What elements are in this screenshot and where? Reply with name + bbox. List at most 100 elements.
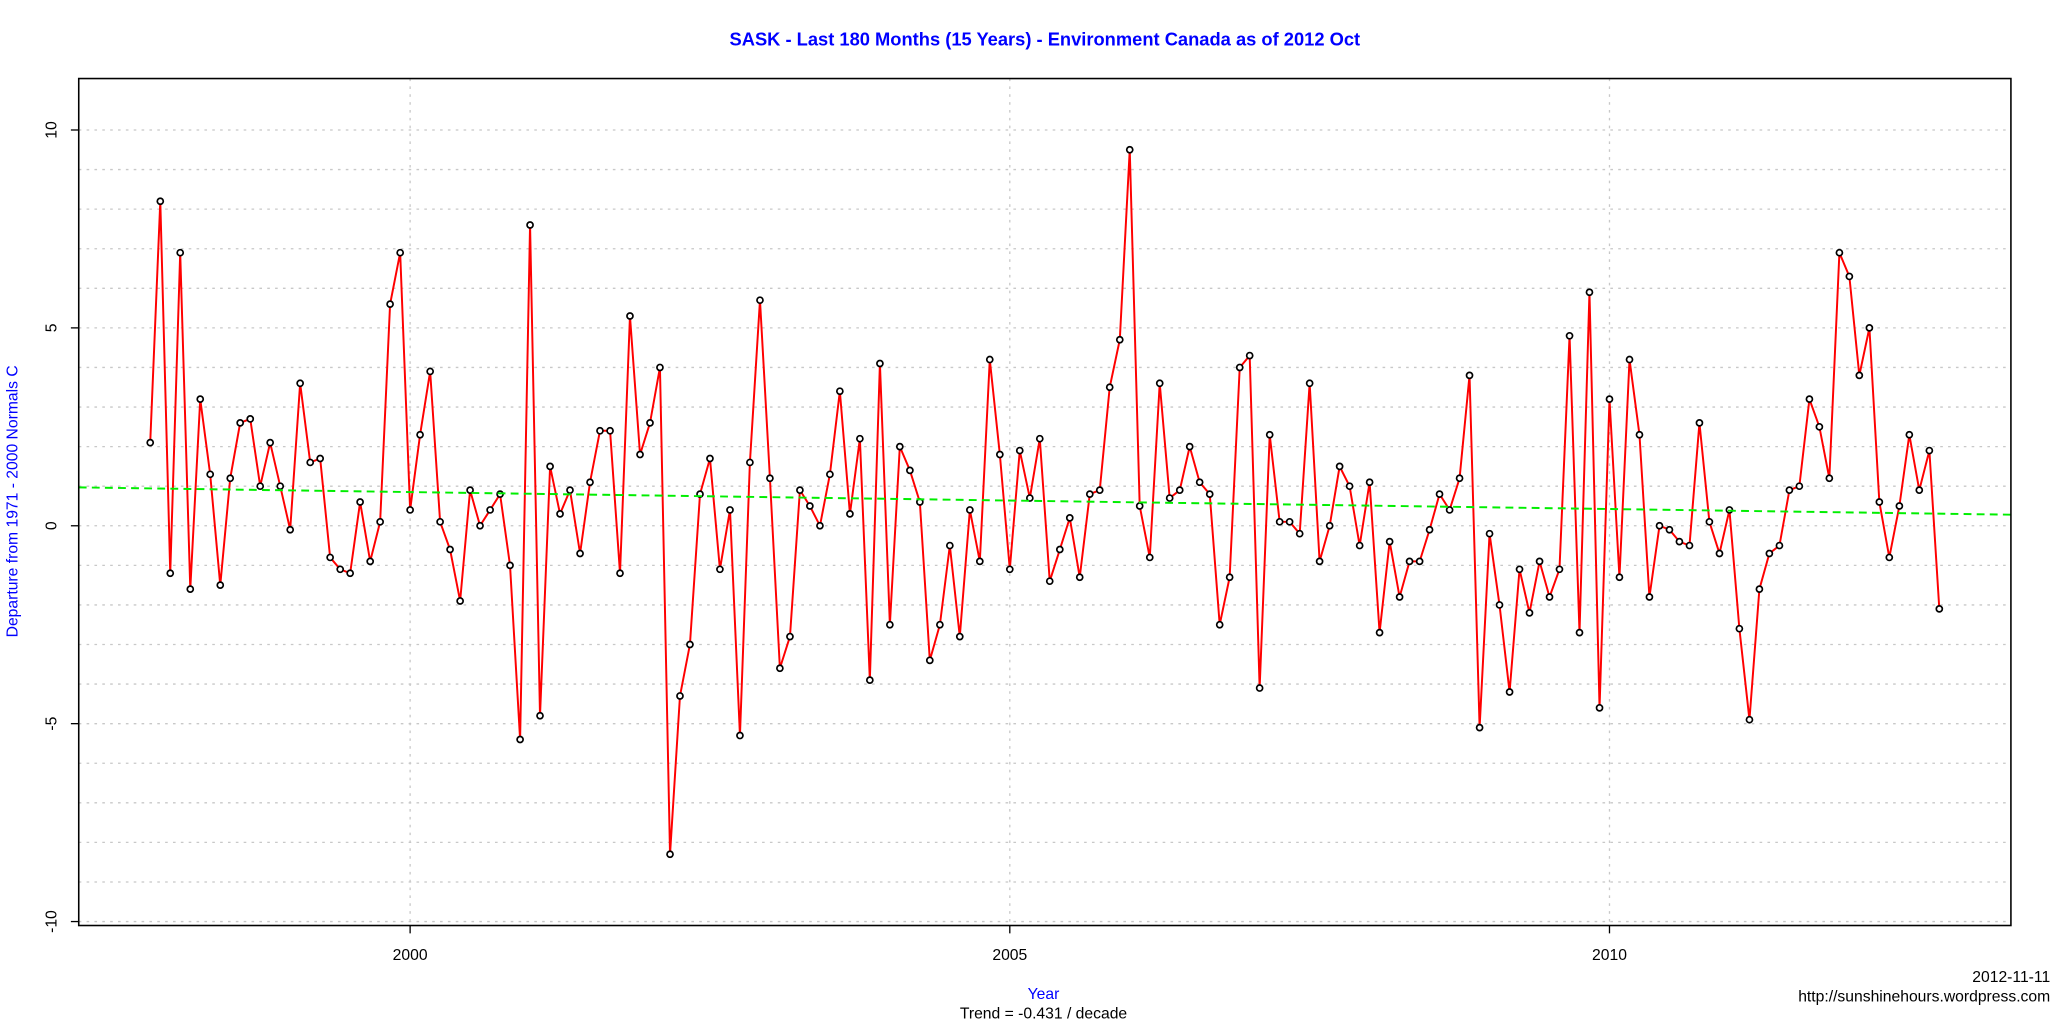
data-point [1555, 565, 1564, 574]
data-point [1165, 494, 1174, 502]
data-point [1685, 541, 1694, 550]
data-point [196, 395, 205, 403]
data-point [985, 355, 994, 364]
data-point [1755, 585, 1764, 593]
data-point [925, 656, 934, 665]
data-point [975, 557, 984, 566]
data-point [296, 379, 305, 388]
data-point [396, 248, 405, 257]
y-tick-label: 0 [44, 521, 61, 530]
data-point [1125, 145, 1134, 154]
data-point [456, 597, 464, 605]
data-point [1665, 525, 1674, 534]
data-point [286, 525, 295, 534]
data-point [586, 478, 594, 487]
data-point [1785, 486, 1794, 495]
data-point [806, 502, 814, 510]
data-point [616, 569, 624, 578]
y-axis-label: Departure from 1971 - 2000 Normals C [4, 365, 21, 637]
data-point [1055, 545, 1064, 554]
data-point [1355, 541, 1364, 550]
data-point [1085, 490, 1094, 498]
data-point [1545, 593, 1554, 601]
data-point [1385, 537, 1394, 546]
data-point [1595, 703, 1604, 712]
data-point [1915, 486, 1924, 495]
chart-title: SASK - Last 180 Months (15 Years) - Envi… [730, 28, 1361, 49]
data-point [276, 482, 285, 491]
data-point [1235, 363, 1244, 372]
x-tick-label: 2000 [393, 947, 428, 964]
data-point [1205, 490, 1214, 498]
data-point [256, 482, 265, 491]
data-point [1745, 715, 1754, 724]
data-point [756, 296, 764, 305]
data-point [1625, 355, 1634, 364]
data-point [646, 419, 654, 427]
data-point [1905, 430, 1914, 439]
data-point [1255, 684, 1264, 692]
data-point [156, 197, 165, 206]
data-point [176, 248, 185, 257]
data-point [1015, 446, 1024, 455]
data-point [1135, 502, 1144, 510]
data-point [1145, 553, 1154, 562]
data-point [1405, 557, 1414, 566]
data-point [895, 442, 904, 451]
data-point [1315, 557, 1324, 566]
data-point [1615, 573, 1624, 582]
data-point [1245, 351, 1254, 360]
data-point [746, 458, 754, 467]
data-point [1215, 620, 1224, 629]
data-point [835, 387, 844, 396]
data-point [166, 569, 175, 578]
data-point [316, 454, 325, 463]
data-point [1735, 624, 1744, 633]
data-point [486, 506, 494, 514]
data-point [1895, 502, 1904, 510]
data-point [816, 521, 824, 530]
data-point [1105, 383, 1114, 392]
data-point [706, 454, 714, 463]
plot-frame [77, 77, 2012, 927]
data-point [266, 438, 275, 447]
x-axis-label: Year [1028, 986, 1060, 1003]
data-point [1635, 430, 1644, 439]
data-point [1835, 248, 1844, 257]
data-point [736, 731, 744, 740]
data-point [865, 676, 874, 684]
data-point [766, 474, 774, 483]
y-tick-label: 5 [44, 323, 61, 332]
data-point [1575, 628, 1584, 637]
data-point [1805, 395, 1814, 403]
data-point [1295, 529, 1304, 538]
data-point [1875, 498, 1884, 506]
data-point [1815, 422, 1824, 431]
data-point [636, 450, 644, 459]
data-point [656, 363, 664, 372]
data-point [1465, 371, 1474, 380]
trend-line [78, 486, 2011, 516]
data-point [1925, 446, 1934, 455]
data-point [1095, 486, 1104, 495]
data-point [1775, 541, 1784, 550]
data-point [1115, 335, 1124, 344]
data-point [1505, 688, 1514, 696]
data-point [676, 692, 684, 700]
data-point [1025, 494, 1034, 502]
data-point [995, 450, 1004, 459]
data-point [386, 300, 394, 308]
data-point [1475, 723, 1484, 732]
data-point [1415, 557, 1424, 566]
data-point [1585, 288, 1594, 297]
data-point [1705, 517, 1714, 526]
y-tick-label: -10 [44, 910, 61, 933]
data-point [1035, 434, 1044, 443]
data-point [1695, 419, 1704, 427]
data-point [1855, 371, 1864, 380]
x-tick-label: 2010 [1592, 947, 1627, 964]
data-point [536, 711, 544, 720]
data-point [1865, 324, 1874, 332]
y-tick-label: -5 [44, 716, 61, 730]
